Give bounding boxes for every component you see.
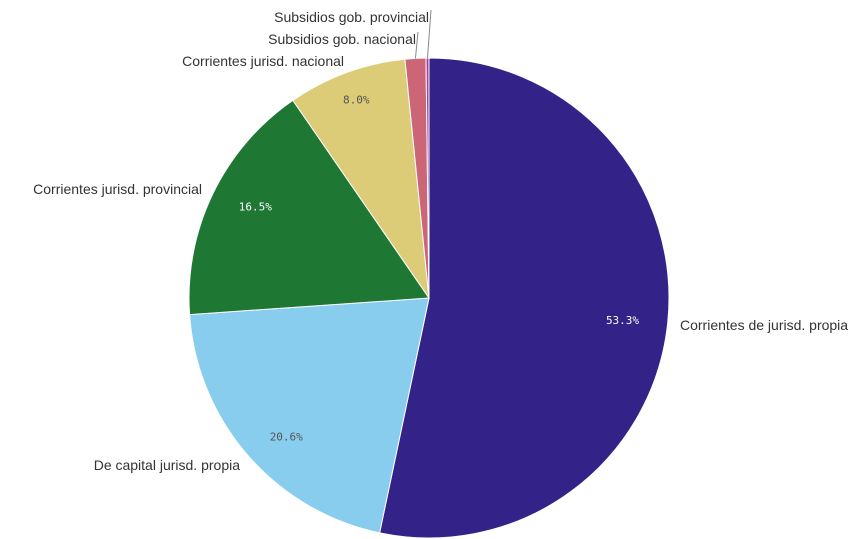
percent-label: 20.6% bbox=[270, 431, 303, 444]
pie-slice bbox=[379, 57, 670, 539]
pie-slice bbox=[188, 99, 430, 316]
category-label: Subsidios gob. nacional bbox=[268, 31, 416, 47]
percent-label: 8.0% bbox=[343, 94, 370, 107]
category-label: Subsidios gob. provincial bbox=[274, 9, 429, 25]
percent-label: 16.5% bbox=[239, 200, 272, 213]
pie-slice bbox=[189, 297, 430, 534]
pie-slice bbox=[292, 58, 430, 299]
pie-slices bbox=[188, 57, 670, 539]
category-label: Corrientes de jurisd. propia bbox=[680, 317, 848, 333]
category-label: Corrientes jurisd. provincial bbox=[33, 181, 202, 197]
leader-lines bbox=[414, 9, 432, 59]
leader-line bbox=[426, 9, 432, 59]
category-label: Corrientes jurisd. nacional bbox=[182, 53, 344, 69]
category-label: De capital jurisd. propia bbox=[94, 457, 241, 473]
leader-line bbox=[414, 31, 419, 59]
category-labels: Corrientes de jurisd. propia De capital j… bbox=[33, 9, 848, 473]
percent-labels: 53.3% 20.6% 16.5% 8.0% bbox=[239, 94, 640, 444]
percent-label: 53.3% bbox=[606, 314, 639, 327]
